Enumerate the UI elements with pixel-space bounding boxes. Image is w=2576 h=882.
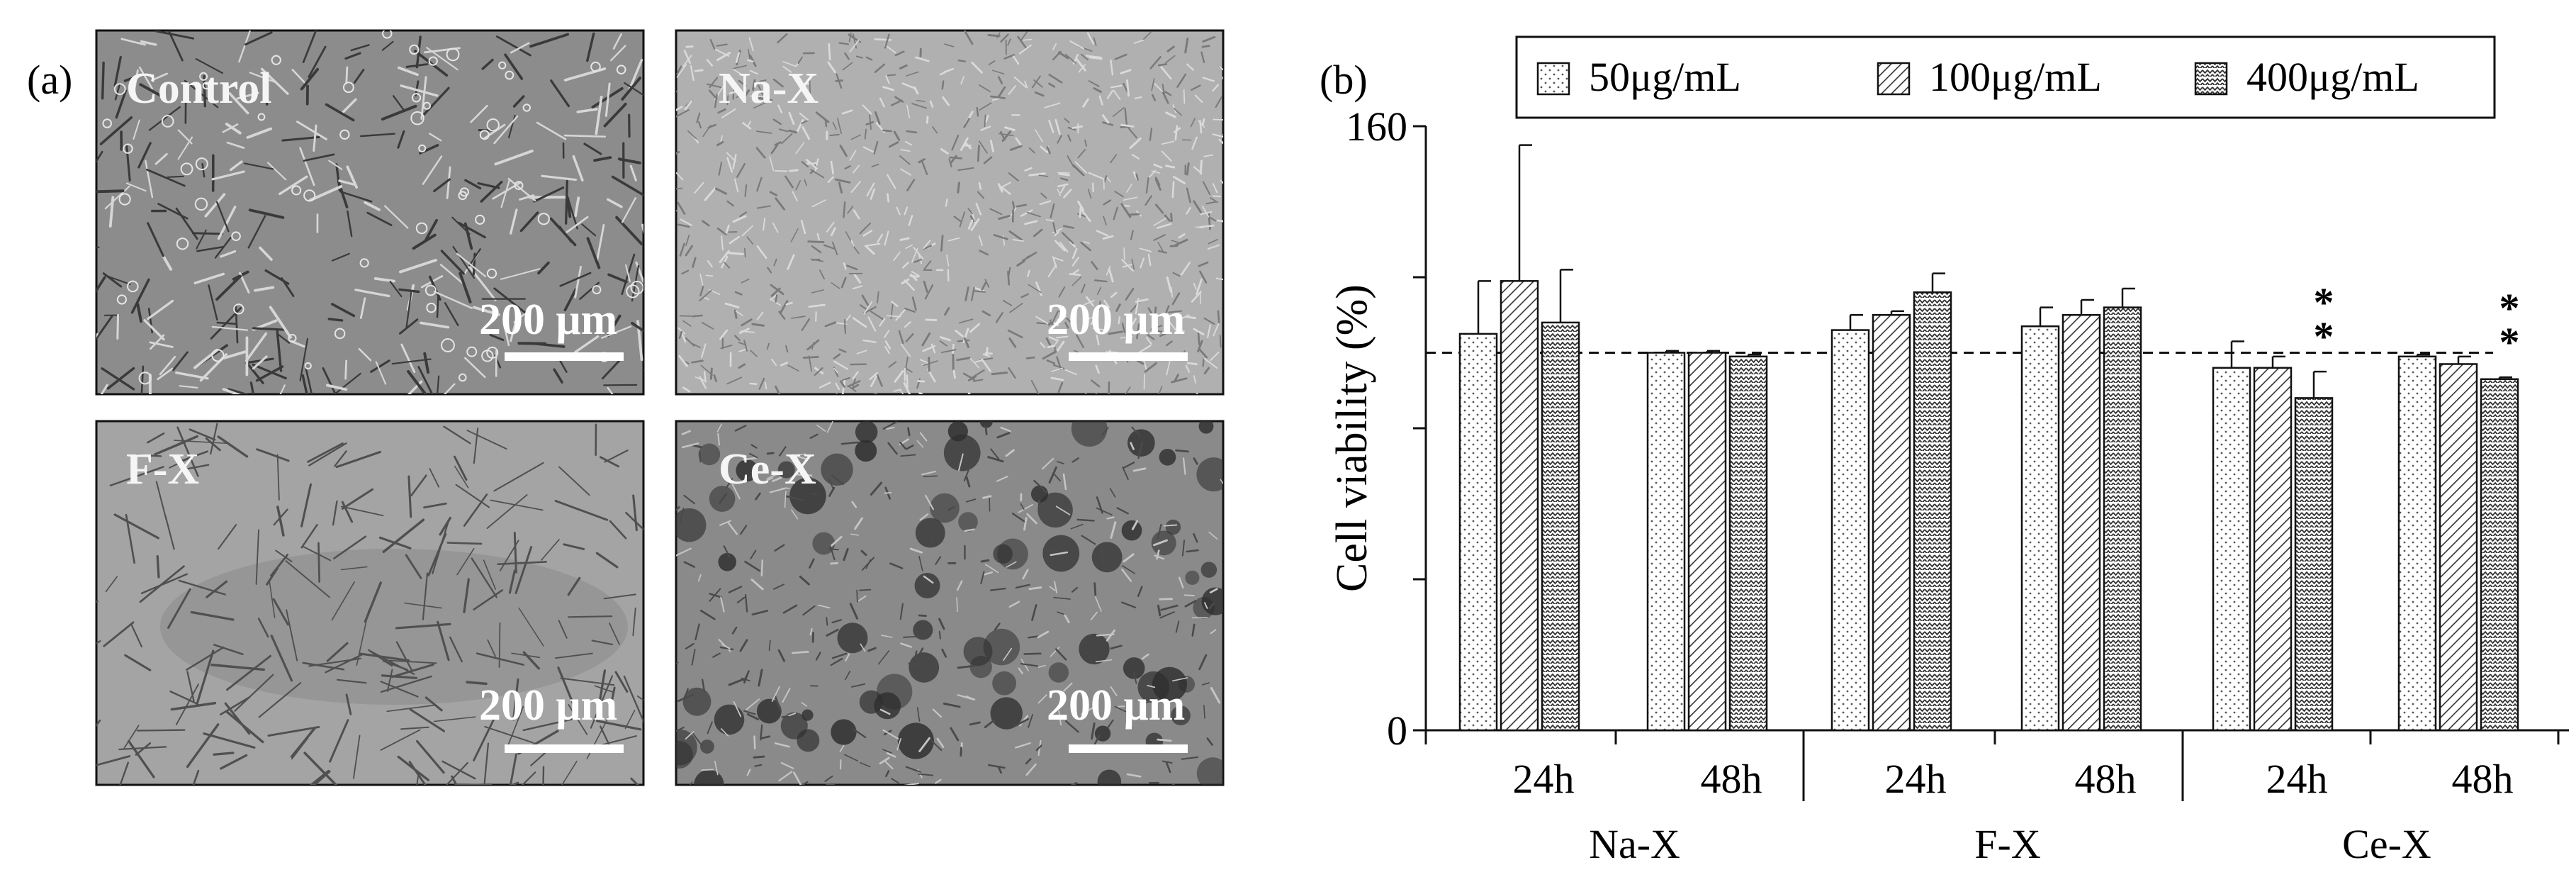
- x-tick-label: 24h: [1885, 756, 1947, 802]
- bar-f-x-24h-s2: [1913, 291, 1952, 732]
- annotation-mark: *: [2499, 319, 2520, 365]
- micrograph-control-title: Control: [126, 65, 272, 113]
- error-bar: [2271, 355, 2285, 368]
- error-bar: [2080, 298, 2094, 316]
- micrograph-na-x: Na-X 200 μm: [675, 29, 1225, 396]
- bar-ce-x-24h-s0: [2212, 367, 2251, 732]
- x-tick-label: 24h: [2266, 756, 2328, 802]
- bar-f-x-48h-s1: [2062, 314, 2101, 732]
- bar-na-x-24h-s1: [1500, 280, 1539, 732]
- error-bar: [2039, 306, 2053, 327]
- bar-na-x-24h-s2: [1541, 321, 1580, 732]
- micrograph-f-x: F-X 200 μm: [95, 420, 645, 786]
- bar-na-x-48h-s0: [1646, 352, 1686, 732]
- bar-f-x-48h-s2: [2103, 306, 2142, 732]
- error-bar: [2457, 355, 2471, 364]
- micrograph-control: Control 200 μm: [95, 29, 645, 396]
- bar-ce-x-48h-s0: [2397, 355, 2437, 732]
- legend-frame: [1515, 35, 2496, 119]
- error-bar: [2416, 353, 2430, 357]
- group-labels: Na-X F-X Ce-X: [1589, 821, 2431, 867]
- legend-swatch-100: [1877, 62, 1911, 96]
- bar-ce-x-24h-s2: [2294, 397, 2334, 732]
- significance-annotation: **: [2314, 279, 2334, 359]
- error-bar: [1747, 353, 1761, 357]
- bar-ce-x-48h-s1: [2439, 363, 2478, 732]
- group-label: F-X: [1974, 821, 2040, 867]
- error-bar: [1559, 269, 1573, 323]
- bar-ce-x-48h-s2: [2480, 378, 2519, 732]
- error-bar: [1518, 144, 1532, 281]
- group-separators: [1802, 730, 2184, 801]
- micrograph-na-x-texture: [676, 30, 1223, 394]
- micrograph-ce-x-title: Ce-X: [719, 445, 816, 493]
- bar-f-x-48h-s0: [2020, 325, 2060, 732]
- legend-swatch-400: [2194, 62, 2228, 96]
- legend-swatch-50: [1536, 62, 1570, 96]
- bar-na-x-48h-s1: [1687, 352, 1727, 732]
- micrograph-ce-x-scale-label: 200 μm: [1047, 681, 1185, 730]
- micrograph-ce-x-scale-bar: [1069, 744, 1188, 753]
- annotations: ****: [2314, 279, 2520, 365]
- annotation-mark: *: [2314, 279, 2334, 325]
- error-bar: [2121, 287, 2135, 308]
- legend-label-50: 50μg/mL: [1589, 54, 1741, 100]
- bar-na-x-48h-s2: [1728, 355, 1768, 732]
- bar-f-x-24h-s1: [1872, 314, 1911, 732]
- error-bar: [1931, 272, 1945, 293]
- annotation-mark: *: [2499, 285, 2520, 331]
- panel-a-label: (a): [27, 57, 72, 103]
- error-bar: [2230, 340, 2244, 368]
- micrograph-na-x-scale-bar: [1069, 352, 1188, 361]
- error-bar: [1477, 280, 1491, 334]
- legend-label-400: 400μg/mL: [2246, 54, 2419, 100]
- micrograph-na-x-scale-label: 200 μm: [1047, 296, 1185, 344]
- bars: [1458, 280, 2519, 732]
- bar-ce-x-24h-s1: [2253, 367, 2293, 732]
- group-label: Na-X: [1589, 821, 1680, 867]
- micrograph-ce-x: Ce-X 200 μm: [675, 420, 1225, 786]
- x-tick-label: 48h: [2075, 756, 2137, 802]
- y-tick-labels: 0 160: [1346, 104, 1407, 754]
- error-bar: [2312, 370, 2327, 398]
- micrograph-na-x-title: Na-X: [719, 65, 819, 113]
- micrograph-f-x-scale-label: 200 μm: [479, 681, 617, 730]
- error-bars: [1477, 144, 2512, 398]
- micrograph-f-x-title: F-X: [126, 445, 200, 493]
- error-bar: [1665, 350, 1679, 353]
- error-bar: [1890, 310, 1904, 316]
- timepoint-labels: 24h 48h 24h 48h 24h 48h: [1513, 756, 2514, 802]
- legend: 50μg/mL 100μg/mL 400μg/mL: [1515, 35, 2496, 119]
- micrograph-f-x-texture: [96, 423, 643, 785]
- group-label: Ce-X: [2342, 821, 2431, 867]
- bar-na-x-24h-s0: [1458, 333, 1498, 732]
- error-bar: [1706, 350, 1720, 353]
- legend-label-100: 100μg/mL: [1929, 54, 2102, 100]
- error-bar: [1849, 314, 1863, 330]
- significance-annotation: **: [2499, 285, 2520, 365]
- x-tick-label: 24h: [1513, 756, 1575, 802]
- micrograph-control-scale-label: 200 μm: [479, 296, 617, 344]
- y-axis-label: Cell viability (%): [1328, 284, 1376, 592]
- bar-f-x-24h-s0: [1830, 329, 1870, 732]
- panel-b-label: (b): [1320, 57, 1368, 103]
- x-ticks: [1424, 730, 2560, 744]
- y-ticks: [1413, 125, 1426, 732]
- x-tick-label: 48h: [2452, 756, 2514, 802]
- y-tick-label: 160: [1346, 104, 1407, 150]
- y-tick-label: 0: [1387, 708, 1407, 754]
- x-tick-label: 48h: [1701, 756, 1762, 802]
- micrograph-control-scale-bar: [505, 352, 624, 361]
- micrograph-control-texture: [96, 30, 643, 394]
- micrograph-ce-x-texture: [676, 421, 1223, 785]
- micrograph-f-x-scale-bar: [505, 744, 624, 753]
- error-bar: [2498, 376, 2512, 379]
- annotation-mark: *: [2314, 313, 2334, 359]
